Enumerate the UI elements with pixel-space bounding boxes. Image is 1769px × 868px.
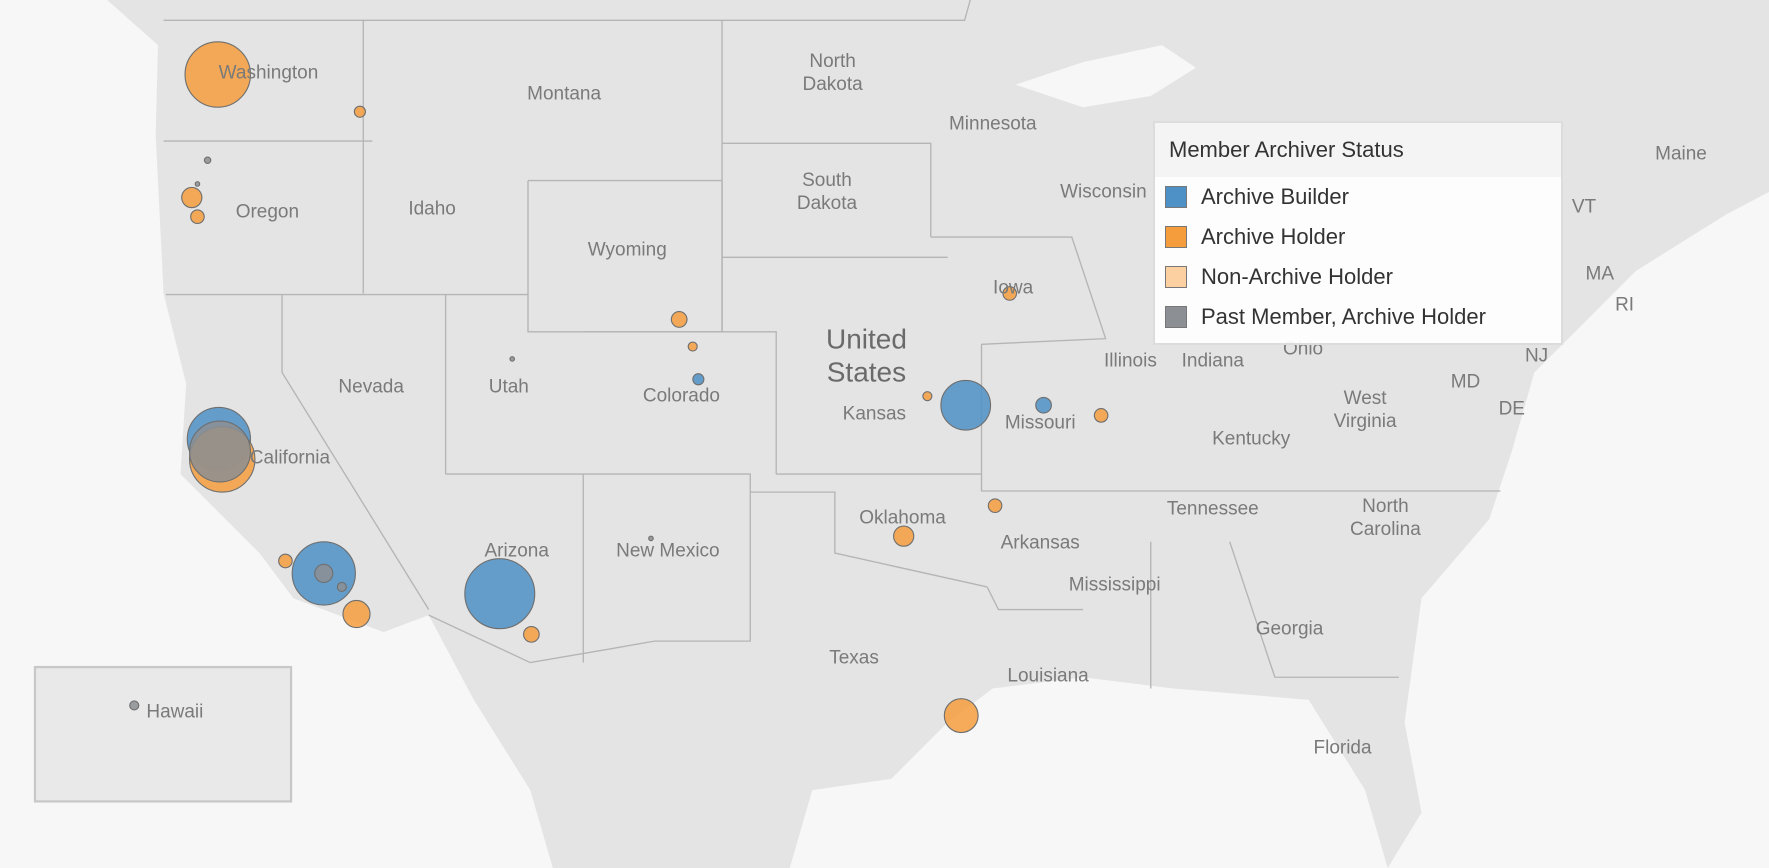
legend-label: Archive Holder — [1201, 224, 1346, 249]
bubble[interactable] — [648, 535, 654, 542]
bubble[interactable] — [940, 379, 992, 431]
bubble[interactable] — [522, 625, 540, 643]
bubble[interactable] — [342, 599, 371, 629]
state-label: Wyoming — [587, 239, 667, 261]
legend-label: Past Member, Archive Holder — [1201, 304, 1486, 329]
state-label: Mississippi — [1068, 574, 1161, 596]
state-label: Utah — [488, 376, 529, 398]
state-label: Oregon — [235, 201, 300, 223]
state-label: Oklahoma — [859, 507, 946, 529]
bubble[interactable] — [464, 558, 536, 630]
bubble[interactable] — [278, 553, 293, 569]
state-label: Nevada — [338, 376, 404, 398]
state-label: Wisconsin — [1060, 181, 1147, 203]
legend-swatch — [1165, 226, 1187, 248]
bubble[interactable] — [687, 341, 698, 352]
state-label: Louisiana — [1007, 665, 1089, 687]
bubble[interactable] — [1093, 408, 1109, 423]
state-label: Montana — [527, 83, 602, 105]
bubble[interactable] — [1002, 286, 1018, 301]
bubble[interactable] — [353, 105, 366, 118]
state-label: Idaho — [408, 198, 456, 220]
state-label: Kentucky — [1212, 428, 1291, 450]
bubble[interactable] — [336, 581, 347, 593]
legend-item[interactable]: Archive Builder — [1155, 177, 1561, 217]
state-label: MD — [1450, 371, 1481, 393]
state-label: New Mexico — [616, 540, 720, 562]
inset-frame — [33, 665, 293, 803]
state-label: Kansas — [842, 403, 907, 425]
legend-swatch — [1165, 266, 1187, 288]
state-label: Illinois — [1104, 350, 1157, 372]
state-label: Colorado — [642, 385, 720, 407]
state-label: California — [249, 447, 331, 469]
country-label: United States — [825, 322, 907, 388]
legend-swatch — [1165, 186, 1187, 208]
state-label: Iowa — [993, 277, 1034, 299]
state-label: South Dakota — [796, 170, 858, 214]
bubble[interactable] — [203, 156, 212, 165]
bubble[interactable] — [314, 563, 334, 583]
state-label: Washington — [218, 63, 319, 85]
bubble[interactable] — [922, 391, 933, 402]
bubble[interactable] — [987, 498, 1003, 514]
state-label: DE — [1498, 398, 1525, 420]
legend-label: Archive Builder — [1201, 184, 1349, 209]
state-label: Tennessee — [1166, 498, 1259, 520]
state-label: West Virginia — [1333, 388, 1397, 432]
bubble[interactable] — [893, 525, 915, 547]
state-label: Arizona — [484, 540, 549, 562]
bubble[interactable] — [692, 373, 705, 386]
state-label: MA — [1585, 264, 1615, 286]
bubble[interactable] — [129, 700, 140, 711]
bubble[interactable] — [190, 209, 205, 225]
state-label: NJ — [1524, 345, 1549, 367]
state-label: Missouri — [1004, 412, 1076, 434]
state-label: North Carolina — [1350, 496, 1421, 541]
state-label: Arkansas — [1000, 532, 1080, 554]
legend-label: Non-Archive Holder — [1201, 264, 1393, 289]
state-label: Texas — [829, 647, 879, 669]
bubble[interactable] — [188, 420, 252, 483]
legend-item[interactable]: Non-Archive Holder — [1155, 257, 1561, 297]
state-label: Maine — [1655, 143, 1707, 165]
state-label: North Dakota — [802, 51, 863, 96]
legend-title: Member Archiver Status — [1155, 123, 1561, 177]
state-label: RI — [1615, 294, 1635, 316]
legend-item[interactable]: Archive Holder — [1155, 217, 1561, 257]
state-label: Minnesota — [948, 113, 1037, 135]
bubble[interactable] — [509, 356, 516, 362]
inset-label: Hawaii — [146, 701, 204, 723]
bubble[interactable] — [943, 698, 979, 734]
state-label: Indiana — [1181, 350, 1244, 372]
bubble[interactable] — [670, 311, 688, 328]
borders — [163, 0, 1501, 689]
legend: Member Archiver Status Archive Builder Ar… — [1153, 121, 1563, 345]
legend-item[interactable]: Past Member, Archive Holder — [1155, 297, 1561, 337]
state-label: VT — [1571, 196, 1597, 218]
state-label: Florida — [1313, 738, 1372, 760]
bubble[interactable] — [181, 186, 203, 209]
legend-swatch — [1165, 306, 1187, 328]
bubble[interactable] — [194, 181, 201, 187]
bubble[interactable] — [184, 41, 252, 108]
bubble[interactable] — [1035, 396, 1052, 414]
state-label: Georgia — [1255, 618, 1324, 640]
